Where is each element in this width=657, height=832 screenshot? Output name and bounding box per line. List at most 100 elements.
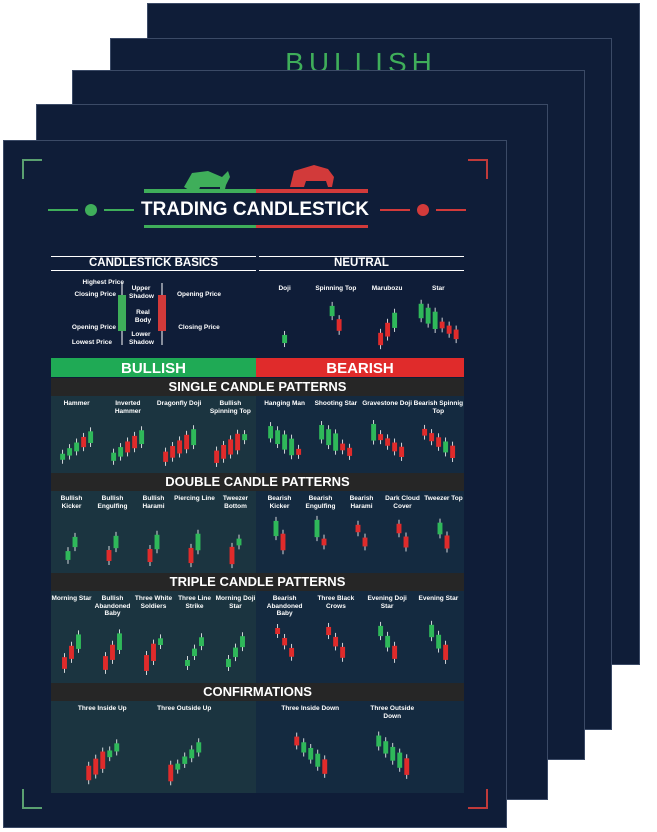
candle bbox=[418, 303, 424, 319]
candle bbox=[158, 638, 163, 646]
pattern-illustration bbox=[144, 634, 163, 675]
candle bbox=[307, 747, 313, 760]
candle bbox=[169, 446, 175, 458]
candle bbox=[92, 758, 98, 775]
candle bbox=[389, 746, 395, 761]
candle bbox=[183, 434, 189, 450]
candle bbox=[382, 741, 388, 754]
candle bbox=[437, 522, 443, 535]
candle bbox=[289, 647, 295, 657]
candle bbox=[176, 440, 182, 454]
pattern-illustration bbox=[213, 429, 247, 467]
pattern-illustration bbox=[396, 519, 409, 552]
pattern-illustration bbox=[282, 330, 288, 348]
pattern-label: Piercing Line bbox=[174, 495, 215, 502]
candle bbox=[199, 637, 204, 647]
pattern-label: Bullish Engulfing bbox=[97, 495, 128, 510]
candle bbox=[213, 450, 219, 463]
basics-label: Real Body bbox=[134, 309, 152, 324]
ornament bbox=[85, 204, 97, 216]
candle bbox=[81, 436, 87, 448]
pattern-label: Bearish Spinnig Top bbox=[413, 400, 464, 415]
ornament bbox=[417, 204, 429, 216]
candle bbox=[442, 644, 448, 660]
pattern-illustration bbox=[377, 308, 397, 350]
pattern-illustration bbox=[162, 425, 196, 466]
pattern-label: Bullish Harami bbox=[142, 495, 165, 510]
candle bbox=[435, 437, 441, 447]
candle bbox=[118, 295, 126, 331]
candle bbox=[282, 334, 288, 344]
candle bbox=[300, 742, 306, 753]
pattern-illustration bbox=[377, 621, 397, 663]
candle bbox=[125, 441, 131, 453]
bullish-panel bbox=[51, 491, 256, 573]
pattern-label: Bearish Abandoned Baby bbox=[266, 595, 303, 617]
rule bbox=[144, 189, 256, 193]
rule bbox=[256, 225, 368, 228]
pattern-label: Three Inside Up bbox=[77, 705, 127, 712]
candle bbox=[174, 763, 180, 770]
pattern-illustration bbox=[226, 632, 245, 672]
bear-icon bbox=[290, 165, 334, 187]
rule bbox=[256, 189, 368, 193]
candle bbox=[268, 426, 274, 439]
candle bbox=[162, 451, 168, 462]
candle bbox=[60, 453, 66, 460]
pattern-label: Evening Star bbox=[418, 595, 459, 602]
section-heading: CANDLESTICK BASICS bbox=[51, 256, 256, 271]
candle bbox=[85, 765, 91, 781]
candle bbox=[117, 633, 122, 650]
candle bbox=[226, 658, 231, 668]
candle bbox=[319, 425, 325, 440]
pattern-illustration bbox=[65, 532, 78, 564]
bullish-panel bbox=[51, 591, 256, 683]
pattern-illustration bbox=[60, 427, 94, 464]
pattern-illustration bbox=[421, 424, 455, 463]
candle bbox=[74, 442, 80, 452]
section-heading: DOUBLE CANDLE PATTERNS bbox=[51, 473, 464, 491]
pattern-label: Bullish Spinning Top bbox=[209, 400, 251, 415]
candle bbox=[428, 624, 434, 638]
candle bbox=[113, 535, 119, 549]
pattern-label: Evening Doji Star bbox=[367, 595, 407, 610]
candle bbox=[391, 312, 397, 328]
pattern-illustration bbox=[268, 422, 302, 460]
basics-label: Lower Shadow bbox=[129, 331, 154, 346]
pattern-illustration bbox=[275, 624, 295, 661]
candle bbox=[110, 644, 115, 660]
pattern-label: Three Inside Down bbox=[281, 705, 340, 712]
candle bbox=[362, 537, 368, 547]
candle bbox=[188, 749, 194, 759]
front-poster: TRADING CANDLESTICK CANDLESTICK BASICS N… bbox=[3, 140, 507, 828]
candle bbox=[377, 625, 383, 637]
candle bbox=[289, 438, 295, 456]
candle bbox=[158, 295, 166, 331]
candle bbox=[314, 753, 320, 767]
pattern-illustration bbox=[314, 515, 327, 550]
ornament bbox=[22, 159, 42, 179]
neutral-label: Spinning Top bbox=[315, 285, 357, 292]
pattern-illustration bbox=[147, 530, 160, 567]
ornament bbox=[22, 789, 42, 809]
candle bbox=[280, 533, 286, 551]
candle bbox=[233, 647, 238, 658]
title-decoration bbox=[48, 165, 466, 228]
candle bbox=[106, 550, 112, 561]
candle bbox=[403, 536, 409, 548]
bullish-banner: BULLISH bbox=[51, 358, 256, 377]
candle bbox=[76, 634, 81, 649]
candle bbox=[188, 547, 194, 564]
pattern-label: Bearish Engulfing bbox=[305, 495, 336, 510]
candle bbox=[62, 657, 67, 669]
candle bbox=[384, 322, 390, 337]
candle bbox=[106, 750, 112, 758]
candle bbox=[453, 329, 459, 340]
candle bbox=[336, 319, 342, 331]
candle bbox=[442, 441, 448, 453]
candle bbox=[391, 442, 397, 452]
candle bbox=[192, 648, 197, 657]
candle bbox=[147, 548, 153, 563]
pattern-label: Bearish Kicker bbox=[267, 495, 292, 510]
candle bbox=[132, 435, 138, 449]
